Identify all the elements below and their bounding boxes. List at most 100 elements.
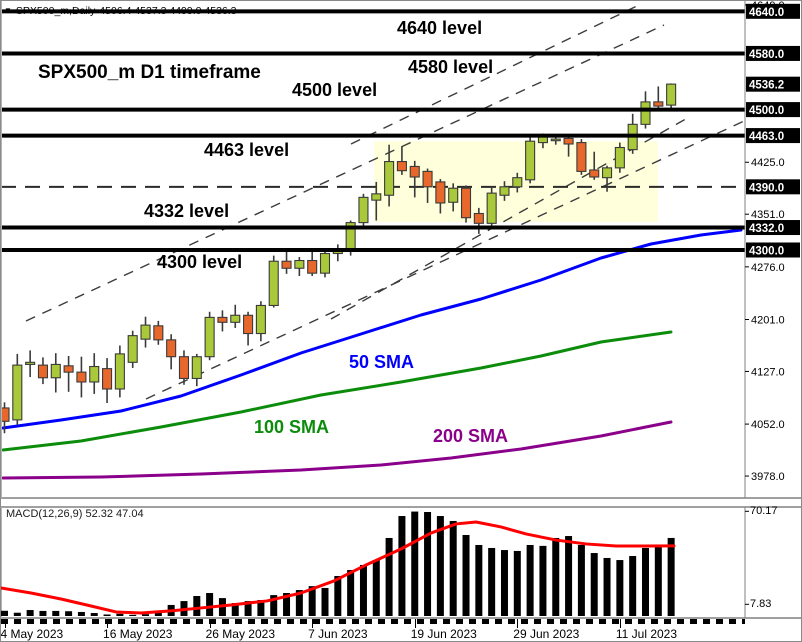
candle[interactable] xyxy=(614,142,625,173)
candle[interactable] xyxy=(409,160,420,198)
candle-body-bull xyxy=(486,192,497,224)
candle[interactable] xyxy=(486,186,497,229)
candle-body-bear xyxy=(576,142,587,172)
macd-histogram-bar xyxy=(142,614,150,616)
trendline-dashed[interactable] xyxy=(350,3,642,145)
sma200-line[interactable] xyxy=(1,420,673,480)
candle[interactable] xyxy=(332,244,343,262)
candle[interactable] xyxy=(371,181,382,221)
candle[interactable] xyxy=(268,255,279,308)
candle[interactable] xyxy=(448,183,459,212)
date-tick xyxy=(414,619,416,628)
date-tick xyxy=(517,619,519,628)
candle[interactable] xyxy=(281,249,292,274)
macd-histogram-bar xyxy=(334,576,342,616)
price-badge-label: 4536.2 xyxy=(749,80,784,92)
candle[interactable] xyxy=(499,181,510,201)
candle-body-bull xyxy=(525,140,536,181)
candle-body-bear xyxy=(281,260,292,269)
candle[interactable] xyxy=(255,301,266,342)
level-lines[interactable] xyxy=(1,9,745,252)
candle[interactable] xyxy=(140,316,151,348)
candle[interactable] xyxy=(127,330,138,368)
candle-body-bull xyxy=(127,335,138,363)
macd-histogram-bar xyxy=(526,544,534,616)
macd-histogram xyxy=(1,511,675,616)
price-chart-canvas[interactable]: 4649.04425.04351.04276.04201.04127.04052… xyxy=(1,1,802,499)
candle[interactable] xyxy=(12,353,23,425)
candle[interactable] xyxy=(230,304,241,328)
candle[interactable] xyxy=(114,345,125,398)
candle[interactable] xyxy=(243,311,254,346)
macd-histogram-bar xyxy=(283,593,291,616)
candle[interactable] xyxy=(358,193,369,229)
candle-body-bull xyxy=(50,363,61,379)
candle-body-bull xyxy=(601,167,613,179)
trendline-dashed[interactable] xyxy=(25,24,665,322)
price-tick-label: 4201.0 xyxy=(751,314,785,326)
candle[interactable] xyxy=(191,353,202,387)
candle[interactable] xyxy=(525,136,536,184)
date-label: 16 May 2023 xyxy=(103,627,173,641)
candle[interactable] xyxy=(422,168,433,203)
macd-histogram-bar xyxy=(77,611,85,616)
candle[interactable] xyxy=(435,179,446,214)
candle[interactable] xyxy=(1,402,10,434)
candle[interactable] xyxy=(102,358,113,404)
time-axis[interactable]: 4 May 2023 16 May 2023 26 May 2023 7 Jun 20… xyxy=(1,619,801,641)
date-tick xyxy=(312,619,314,628)
sma100-line[interactable] xyxy=(1,330,673,452)
candle[interactable] xyxy=(76,356,87,398)
macd-histogram-bar xyxy=(206,593,214,616)
candle[interactable] xyxy=(294,257,305,276)
macd-histogram-bar xyxy=(565,536,573,616)
date-tick xyxy=(209,619,211,628)
candle[interactable] xyxy=(166,334,177,370)
candle[interactable] xyxy=(37,357,49,385)
macd-histogram-bar xyxy=(500,550,508,616)
candle[interactable] xyxy=(601,165,613,192)
candle[interactable] xyxy=(384,144,395,207)
candle[interactable] xyxy=(204,311,215,361)
candle-body-bear xyxy=(563,137,574,145)
candle[interactable] xyxy=(589,151,600,180)
candle[interactable] xyxy=(512,172,523,193)
price-tick-label: 4425.0 xyxy=(751,157,785,169)
candle[interactable] xyxy=(653,86,664,111)
candle[interactable] xyxy=(307,249,318,276)
candle[interactable] xyxy=(25,350,36,378)
candle[interactable] xyxy=(460,185,472,223)
macd-histogram-bar xyxy=(1,610,8,616)
candle-body-bear xyxy=(153,325,164,341)
candle-body-bear xyxy=(63,365,74,373)
price-tick-label: 4127.0 xyxy=(751,366,785,378)
macd-panel-canvas[interactable] xyxy=(1,499,802,619)
candle[interactable] xyxy=(89,353,100,394)
candle[interactable] xyxy=(396,146,407,175)
trendline-dashed[interactable] xyxy=(145,120,745,400)
candle-body-bear xyxy=(409,165,420,178)
candle[interactable] xyxy=(319,249,331,278)
macd-histogram-bar xyxy=(116,613,124,616)
candle-body-bear xyxy=(307,259,318,274)
price-badge xyxy=(746,45,800,61)
price-tick-label: 4351.0 xyxy=(751,209,785,221)
macd-histogram-bar xyxy=(642,547,649,616)
price-tick-label: 4276.0 xyxy=(751,262,785,274)
price-tick-label: 3978.0 xyxy=(751,471,785,483)
candle[interactable] xyxy=(50,353,61,393)
candle[interactable] xyxy=(178,350,190,385)
candle[interactable] xyxy=(563,136,574,157)
candle[interactable] xyxy=(63,356,74,392)
candle[interactable] xyxy=(153,320,164,345)
candles[interactable] xyxy=(1,83,677,434)
candle-body-bull xyxy=(512,177,523,188)
candle[interactable] xyxy=(576,139,587,175)
macd-histogram-bar xyxy=(359,564,367,616)
candle[interactable] xyxy=(217,310,228,332)
price-badge-label: 4500.0 xyxy=(749,105,784,117)
sma50-line[interactable] xyxy=(1,228,743,430)
candle[interactable] xyxy=(666,83,677,111)
macd-histogram-bar xyxy=(475,544,483,616)
price-badge-label: 4332.0 xyxy=(749,223,784,235)
